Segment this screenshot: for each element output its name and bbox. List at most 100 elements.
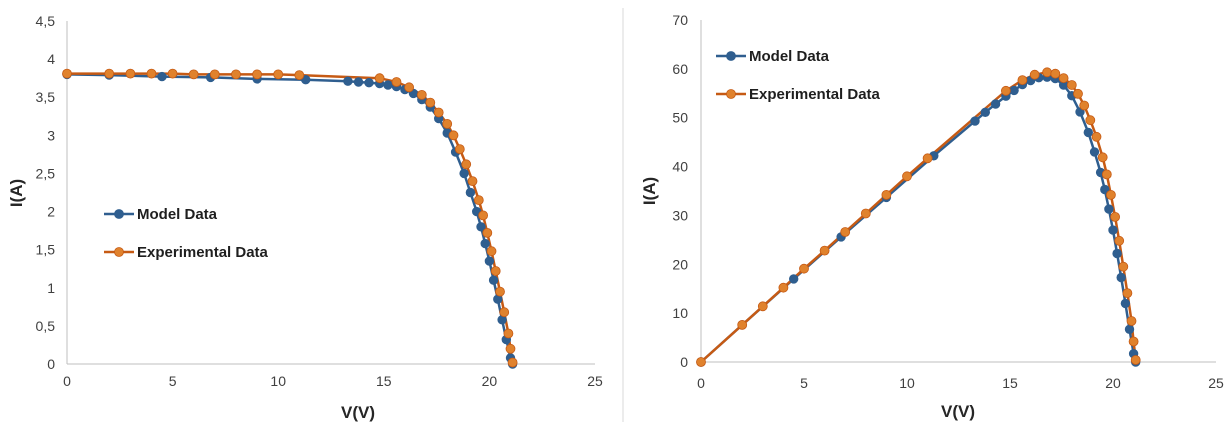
model-data-point (157, 71, 167, 82)
experimental-data-point (495, 286, 505, 297)
experimental-data-point (1001, 85, 1011, 96)
model-data-line (66, 73, 514, 365)
experimental-data-point (1091, 131, 1102, 142)
model-data-point (480, 238, 490, 249)
experimental-data-point (819, 245, 830, 256)
y-tick-label: 60 (672, 61, 688, 77)
model-data-point (488, 275, 499, 285)
x-tick-label: 25 (587, 373, 603, 389)
experimental-data-point (425, 97, 436, 108)
experimental-data-point (902, 171, 912, 182)
experimental-data-point (507, 357, 518, 368)
legend-experimental-data-marker (114, 247, 124, 257)
y-tick-label: 2,5 (36, 165, 56, 181)
y-tick-label: 1 (47, 280, 55, 296)
experimental-data-point (1130, 355, 1141, 365)
experimental-data-point (1042, 67, 1052, 78)
experimental-data-point (461, 159, 472, 170)
experimental-data-point (860, 208, 871, 219)
experimental-data-point (503, 328, 514, 339)
experimental-data-point (404, 82, 415, 93)
x-tick-label: 10 (899, 375, 915, 391)
model-data-point (1104, 204, 1114, 214)
experimental-data-point (473, 195, 484, 206)
experimental-data-point (1106, 189, 1116, 200)
experimental-data-point (374, 73, 385, 84)
legend-model-data-label: Model Data (137, 206, 218, 223)
model-data-point (1112, 248, 1122, 259)
model-data-point (465, 187, 476, 198)
model-data-line (700, 75, 1137, 363)
model-data-point (383, 80, 393, 90)
model-data-point (1089, 147, 1100, 157)
model-data-point (1100, 184, 1110, 195)
experimental-data-point (1128, 336, 1139, 347)
experimental-data-point (442, 119, 453, 129)
model-data-point (970, 116, 980, 126)
y-tick-label: 1,5 (36, 242, 56, 258)
experimental-data-point (1122, 288, 1133, 299)
iv-curve-chart: 0 0,5 1 1,5 2 2,5 3 3,5 4 4,5 0 5 10 15 20 25 V(V) I(A) Mo… (7, 13, 603, 422)
x-tick-label: 10 (270, 373, 286, 389)
experimental-data-point (840, 227, 851, 237)
x-tick-label: 5 (800, 375, 808, 391)
experimental-data-line (700, 71, 1137, 363)
y-tick-label: 10 (672, 305, 688, 321)
model-data-point (980, 107, 991, 118)
legend-model-data-marker (726, 51, 736, 61)
experimental-data-point (433, 107, 444, 118)
experimental-data-point (416, 90, 427, 100)
x-tick-label: 20 (1105, 375, 1121, 391)
experimental-data-point (482, 227, 493, 238)
experimental-data-point (799, 263, 809, 274)
experimental-data-point (1058, 73, 1069, 83)
x-tick-label: 15 (1002, 375, 1018, 391)
experimental-data-point (252, 69, 263, 80)
y-tick-label: 70 (672, 12, 688, 28)
experimental-data-point (448, 130, 459, 141)
experimental-data-point (1110, 211, 1120, 222)
experimental-data-point (1101, 169, 1112, 180)
legend-model-data-marker (114, 209, 124, 219)
model-data-point (990, 99, 1001, 109)
experimental-data-point (146, 68, 157, 79)
experimental-data-point (167, 68, 178, 79)
experimental-data-point (1085, 115, 1096, 126)
y-axis-label: I(A) (640, 177, 659, 205)
model-data-point (343, 76, 353, 86)
x-axis-label: V(V) (341, 403, 375, 422)
model-data-point (1108, 225, 1118, 235)
model-data-point (1116, 272, 1126, 283)
experimental-data-point (1029, 69, 1040, 80)
y-axis-label: I(A) (7, 179, 26, 207)
model-data-point (1083, 127, 1094, 138)
experimental-data-point (486, 246, 497, 257)
y-tick-label: 40 (672, 159, 688, 175)
legend-model-data-label: Model Data (749, 48, 830, 65)
experimental-data-point (696, 357, 706, 367)
experimental-data-point (505, 343, 516, 354)
model-data-point (364, 77, 374, 88)
model-data-point (789, 274, 799, 284)
experimental-data-point (757, 301, 768, 312)
experimental-data-point (391, 77, 402, 87)
model-data-point (1124, 324, 1135, 335)
experimental-data-point (273, 69, 284, 80)
y-tick-label: 50 (672, 110, 688, 126)
model-data-point (353, 77, 364, 87)
experimental-data-point (62, 68, 72, 79)
model-data-point (301, 74, 311, 85)
experimental-data-point (1050, 68, 1061, 79)
experimental-data-point (778, 282, 789, 293)
experimental-data-point (294, 70, 305, 80)
x-tick-label: 25 (1208, 375, 1224, 391)
experimental-data-point (737, 319, 748, 330)
model-data-point (484, 256, 495, 266)
pv-curve-chart: 0 10 20 30 40 50 60 70 0 5 10 15 20 25 V(V) I(A) Model D… (640, 12, 1224, 421)
experimental-data-point (125, 68, 136, 79)
x-tick-label: 5 (169, 373, 177, 389)
legend-experimental-data-label: Experimental Data (137, 244, 269, 261)
experimental-data-point (454, 144, 465, 155)
model-data-point (1120, 298, 1131, 309)
